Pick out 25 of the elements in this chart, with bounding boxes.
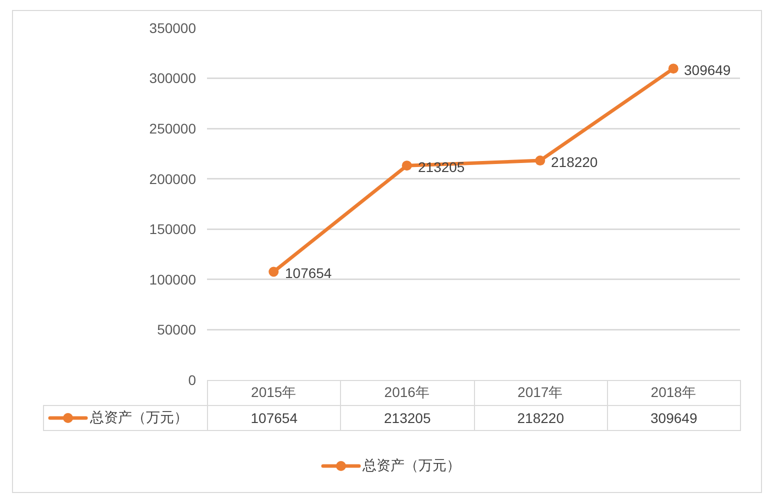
data-label: 309649	[607, 406, 740, 430]
x-tick-label: 2017年	[518, 384, 563, 400]
data-label: 213205	[340, 406, 474, 430]
point	[668, 64, 678, 74]
y-tick-label: 350000	[149, 20, 196, 36]
annotation: 107654	[285, 265, 332, 281]
annotation: 218220	[551, 154, 598, 170]
data-label: 218220	[474, 406, 608, 430]
legend-label: 总资产（万元）	[90, 409, 188, 425]
x-tick-label: 2016年	[384, 384, 430, 400]
y-tick-label: 0	[188, 372, 196, 388]
point	[268, 266, 279, 277]
y-tick-label: 100000	[149, 271, 196, 288]
data-label: 107654	[208, 406, 341, 430]
point	[402, 160, 412, 171]
x-tick-label: 2015年	[251, 384, 296, 400]
x-tick-label: 2018年	[650, 384, 696, 400]
y-tick-label: 150000	[149, 221, 196, 238]
y-tick-label: 300000	[149, 70, 196, 86]
annotation: 309649	[684, 62, 731, 78]
text: 总资产（万元）	[362, 457, 460, 473]
y-tick-label: 200000	[149, 170, 196, 187]
y-tick-label: 50000	[157, 322, 196, 338]
y-tick-label: 250000	[149, 120, 196, 136]
point	[535, 156, 546, 166]
